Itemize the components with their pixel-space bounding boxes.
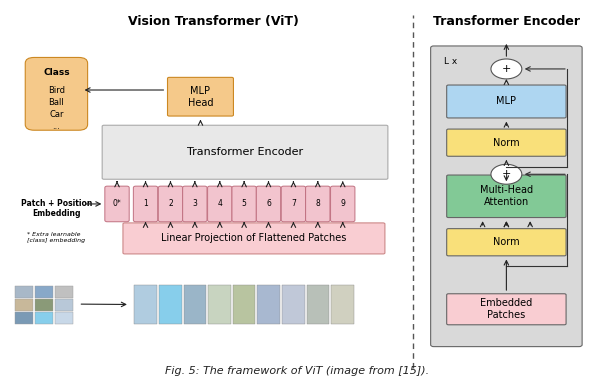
FancyBboxPatch shape bbox=[102, 125, 388, 179]
FancyBboxPatch shape bbox=[447, 129, 566, 156]
FancyBboxPatch shape bbox=[282, 285, 305, 324]
Text: 3: 3 bbox=[192, 200, 197, 208]
FancyBboxPatch shape bbox=[123, 223, 385, 254]
FancyBboxPatch shape bbox=[35, 312, 53, 324]
Text: Bird: Bird bbox=[48, 85, 65, 95]
Text: Multi-Head
Attention: Multi-Head Attention bbox=[480, 185, 533, 207]
FancyBboxPatch shape bbox=[158, 186, 182, 222]
FancyBboxPatch shape bbox=[55, 286, 73, 298]
Text: 6: 6 bbox=[266, 200, 271, 208]
FancyBboxPatch shape bbox=[330, 186, 355, 222]
FancyBboxPatch shape bbox=[55, 299, 73, 311]
FancyBboxPatch shape bbox=[35, 286, 53, 298]
Text: 5: 5 bbox=[242, 200, 247, 208]
Text: MLP: MLP bbox=[497, 97, 516, 106]
FancyBboxPatch shape bbox=[233, 285, 255, 324]
Text: 9: 9 bbox=[340, 200, 345, 208]
Text: Patch + Position
Embedding: Patch + Position Embedding bbox=[21, 199, 92, 218]
FancyBboxPatch shape bbox=[55, 312, 73, 324]
FancyBboxPatch shape bbox=[25, 57, 88, 130]
Text: Vision Transformer (ViT): Vision Transformer (ViT) bbox=[128, 15, 299, 28]
FancyBboxPatch shape bbox=[307, 285, 329, 324]
FancyBboxPatch shape bbox=[306, 186, 330, 222]
Circle shape bbox=[491, 59, 522, 79]
FancyBboxPatch shape bbox=[133, 186, 157, 222]
Text: Linear Projection of Flattened Patches: Linear Projection of Flattened Patches bbox=[161, 233, 347, 244]
Text: Embedded
Patches: Embedded Patches bbox=[481, 298, 532, 320]
Text: 2: 2 bbox=[168, 200, 173, 208]
Text: +: + bbox=[502, 64, 511, 74]
FancyBboxPatch shape bbox=[447, 229, 566, 256]
FancyBboxPatch shape bbox=[208, 186, 232, 222]
FancyBboxPatch shape bbox=[281, 186, 305, 222]
FancyBboxPatch shape bbox=[15, 286, 33, 298]
FancyBboxPatch shape bbox=[134, 285, 157, 324]
FancyBboxPatch shape bbox=[183, 186, 207, 222]
Text: Fig. 5: The framework of ViT (image from [15]).: Fig. 5: The framework of ViT (image from… bbox=[165, 366, 429, 376]
Text: 4: 4 bbox=[217, 200, 222, 208]
FancyBboxPatch shape bbox=[15, 312, 33, 324]
Text: Transformer Encoder: Transformer Encoder bbox=[187, 147, 303, 157]
Text: Norm: Norm bbox=[493, 137, 520, 148]
FancyBboxPatch shape bbox=[184, 285, 206, 324]
Text: Car: Car bbox=[49, 110, 64, 119]
Text: +: + bbox=[502, 169, 511, 179]
FancyBboxPatch shape bbox=[15, 299, 33, 311]
Text: Transformer Encoder: Transformer Encoder bbox=[432, 15, 580, 28]
Text: Norm: Norm bbox=[493, 237, 520, 247]
FancyBboxPatch shape bbox=[447, 294, 566, 325]
FancyBboxPatch shape bbox=[257, 285, 280, 324]
FancyBboxPatch shape bbox=[447, 85, 566, 118]
FancyBboxPatch shape bbox=[168, 77, 233, 116]
Text: MLP
Head: MLP Head bbox=[188, 86, 213, 108]
Circle shape bbox=[491, 164, 522, 184]
FancyBboxPatch shape bbox=[256, 186, 280, 222]
Text: * Extra learnable
[class] embedding: * Extra learnable [class] embedding bbox=[27, 232, 86, 243]
FancyBboxPatch shape bbox=[232, 186, 256, 222]
Text: Ball: Ball bbox=[49, 98, 64, 107]
FancyBboxPatch shape bbox=[431, 46, 582, 347]
FancyBboxPatch shape bbox=[105, 186, 129, 222]
Text: 1: 1 bbox=[143, 200, 148, 208]
FancyBboxPatch shape bbox=[208, 285, 231, 324]
FancyBboxPatch shape bbox=[35, 299, 53, 311]
Text: 7: 7 bbox=[291, 200, 296, 208]
FancyBboxPatch shape bbox=[447, 175, 566, 218]
Text: Class: Class bbox=[43, 68, 69, 77]
Text: 0*: 0* bbox=[113, 200, 121, 208]
Text: ...: ... bbox=[52, 122, 61, 131]
FancyBboxPatch shape bbox=[159, 285, 182, 324]
Text: L x: L x bbox=[444, 57, 457, 66]
Text: 8: 8 bbox=[315, 200, 320, 208]
FancyBboxPatch shape bbox=[331, 285, 354, 324]
